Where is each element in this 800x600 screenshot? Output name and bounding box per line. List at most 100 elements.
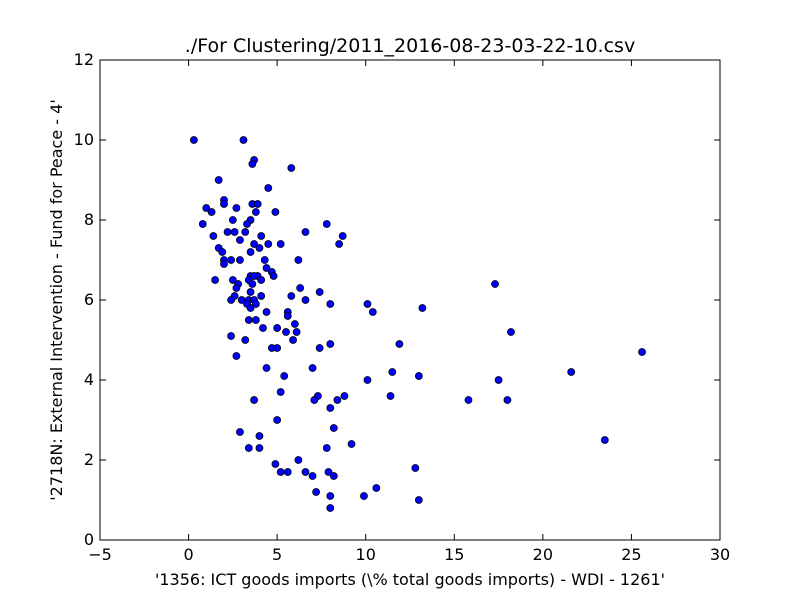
y-tick-label: 4 — [84, 370, 94, 389]
data-point — [273, 416, 282, 424]
data-point — [324, 468, 333, 476]
data-point — [227, 256, 235, 264]
data-point — [241, 228, 250, 236]
data-point — [244, 444, 253, 452]
data-point — [257, 276, 266, 284]
data-point — [253, 200, 262, 208]
data-point — [360, 492, 368, 500]
data-point — [202, 204, 211, 212]
data-point — [248, 160, 257, 168]
data-point — [301, 228, 310, 236]
data-point — [264, 240, 273, 248]
x-tick-label: 30 — [710, 545, 730, 564]
data-point — [363, 376, 372, 384]
data-point — [322, 444, 331, 452]
data-point — [251, 208, 260, 216]
data-point — [257, 232, 266, 240]
data-point — [388, 368, 397, 376]
data-point — [232, 352, 241, 360]
data-point — [220, 200, 228, 208]
x-tick-label: 20 — [533, 545, 553, 564]
data-point — [315, 288, 324, 296]
y-tick-label: 2 — [84, 450, 94, 469]
data-point — [214, 176, 223, 184]
data-point — [283, 312, 292, 320]
data-point — [232, 284, 241, 292]
data-point — [326, 300, 335, 308]
data-point — [287, 164, 296, 172]
data-point — [255, 444, 264, 452]
data-point — [315, 344, 324, 352]
data-point — [276, 240, 285, 248]
y-axis-label: '2718N: External Intervention - Fund for… — [47, 99, 66, 500]
y-tick-label: 12 — [74, 50, 94, 69]
data-point — [282, 328, 290, 336]
data-point — [257, 292, 266, 300]
data-point — [294, 256, 303, 264]
data-point — [232, 204, 241, 212]
data-point — [464, 396, 473, 404]
data-point — [250, 240, 259, 248]
data-point — [322, 220, 331, 228]
x-tick-label: 10 — [356, 545, 376, 564]
data-point — [248, 280, 257, 288]
data-point — [290, 320, 299, 328]
x-tick-label: 5 — [272, 545, 282, 564]
data-point — [326, 404, 335, 412]
data-point — [227, 332, 235, 340]
chart-title: ./For Clustering/2011_2016-08-23-03-22-1… — [185, 35, 635, 57]
data-point — [411, 464, 420, 472]
data-point — [414, 372, 423, 380]
x-tick-label: 0 — [183, 545, 193, 564]
data-point — [363, 300, 372, 308]
data-point — [600, 436, 609, 444]
data-point — [255, 244, 264, 252]
x-tick-label: 25 — [621, 545, 641, 564]
data-point — [329, 472, 338, 480]
data-point — [230, 228, 239, 236]
data-point — [329, 424, 338, 432]
data-point — [273, 344, 282, 352]
data-point — [236, 256, 244, 264]
data-point — [262, 308, 271, 316]
data-point — [326, 492, 335, 500]
x-tick-label: 15 — [444, 545, 464, 564]
data-point — [209, 232, 218, 240]
data-point — [246, 248, 255, 256]
data-point — [340, 392, 349, 400]
data-point — [289, 336, 297, 344]
data-point — [220, 260, 228, 268]
data-point — [262, 364, 271, 372]
data-point — [372, 484, 381, 492]
data-point — [264, 184, 273, 192]
data-point — [211, 276, 220, 284]
data-point — [239, 136, 248, 144]
data-point — [259, 324, 267, 332]
data-point — [250, 396, 259, 404]
data-point — [260, 256, 269, 264]
data-point — [326, 340, 335, 348]
data-point — [308, 472, 317, 480]
data-point — [494, 376, 503, 384]
data-point — [301, 296, 310, 304]
data-point — [273, 324, 282, 332]
data-point — [241, 336, 250, 344]
x-axis-label: '1356: ICT goods imports (\% total goods… — [155, 570, 665, 589]
data-point — [347, 440, 356, 448]
data-point — [236, 236, 244, 244]
data-point — [276, 468, 285, 476]
data-point — [507, 328, 515, 336]
data-point — [271, 460, 280, 468]
data-point — [218, 248, 227, 256]
y-tick-label: 10 — [74, 130, 94, 149]
data-point — [244, 316, 253, 324]
points-layer — [189, 136, 646, 512]
data-point — [312, 488, 321, 496]
data-point — [227, 296, 235, 304]
data-point — [276, 388, 285, 396]
data-point — [503, 396, 512, 404]
y-tick-label: 6 — [84, 290, 94, 309]
data-point — [228, 276, 237, 284]
data-point — [326, 504, 335, 512]
